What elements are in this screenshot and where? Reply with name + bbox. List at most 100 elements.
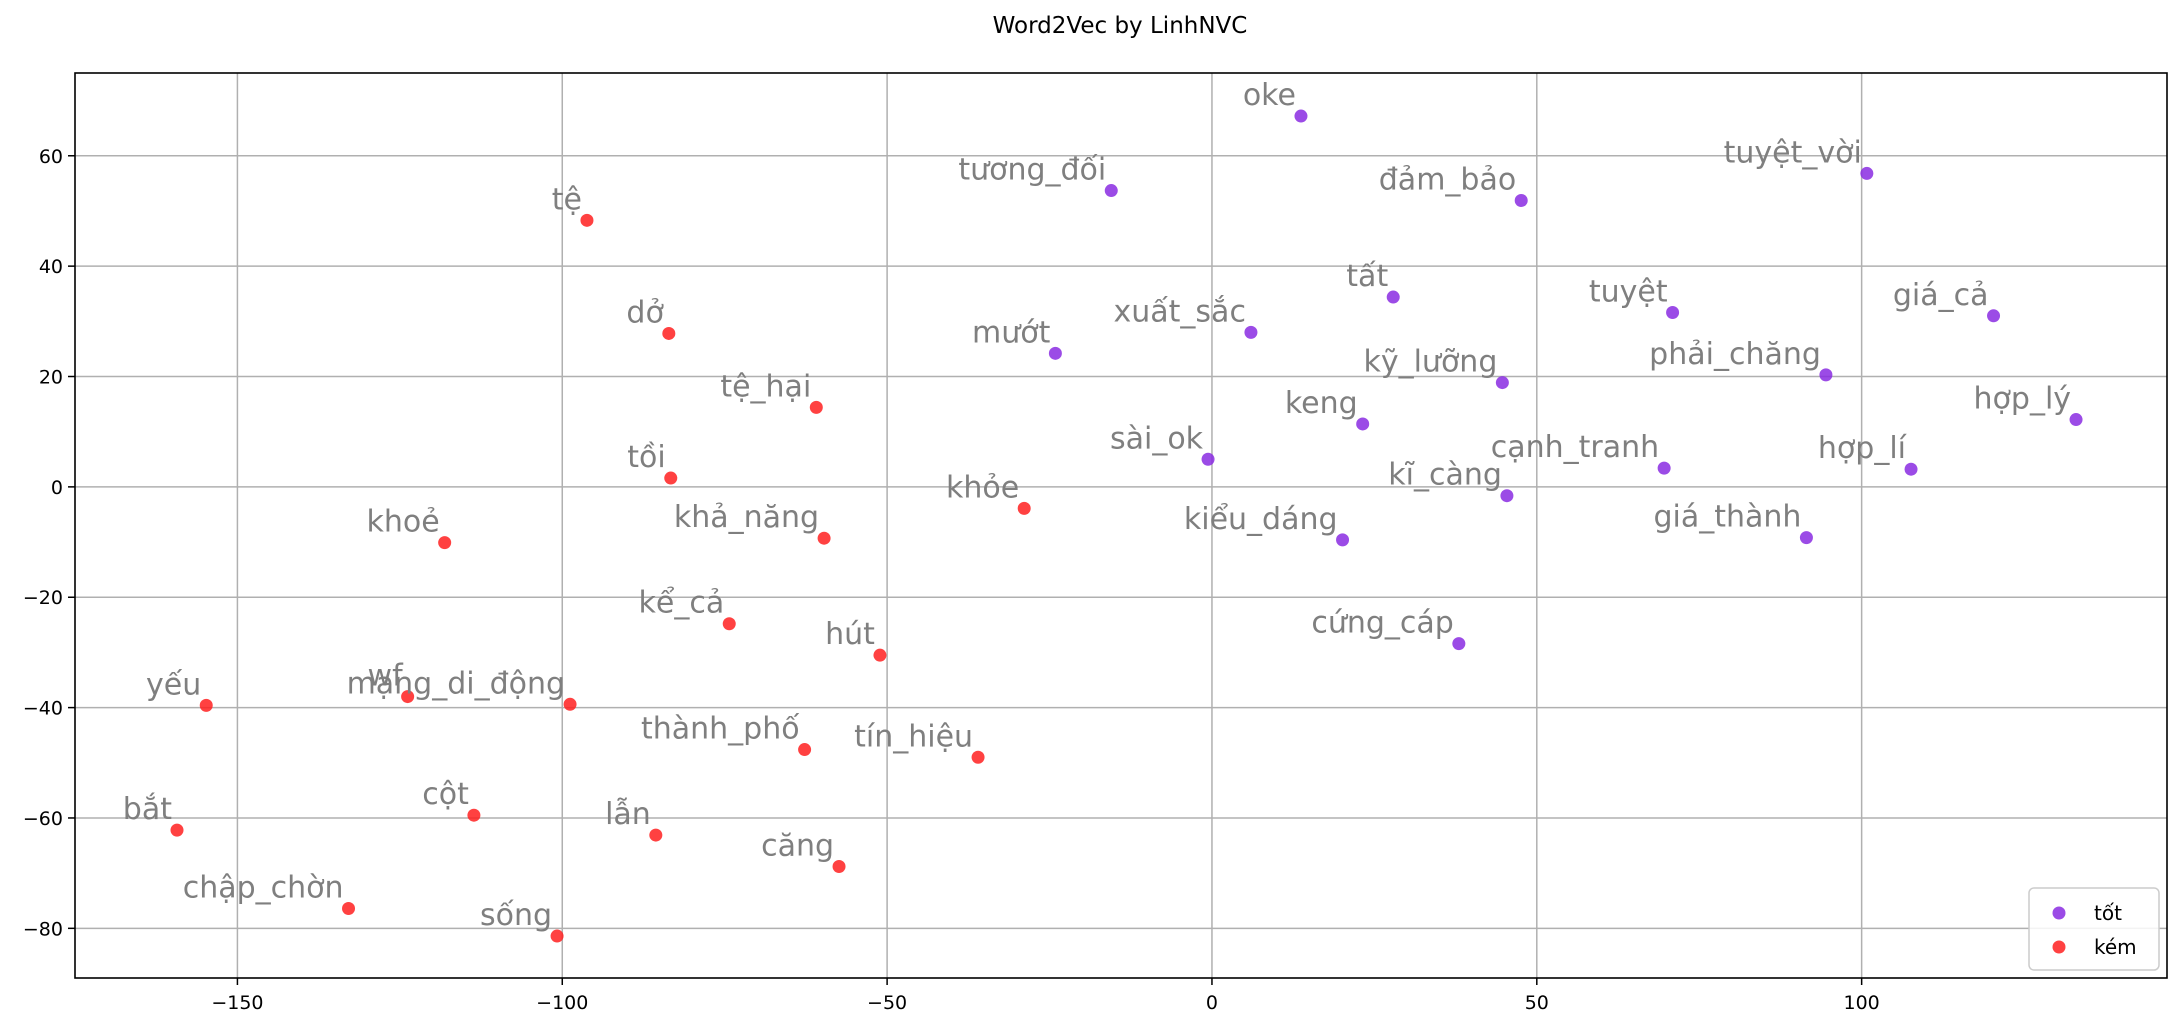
x-tick-label: −150 [211,992,263,1014]
point-label: hút [825,617,875,652]
data-point [1452,637,1466,651]
point-label: hợp_lí [1818,431,1908,466]
data-point [873,648,887,662]
y-tick-label: −60 [23,808,63,830]
data-point [1386,290,1400,304]
y-tick-label: 20 [39,367,63,389]
data-point [1666,305,1680,319]
point-label: khả_năng [674,500,819,535]
point-label: kiểu_dáng [1184,501,1338,537]
point-label: hợp_lý [1974,382,2072,417]
x-tick-label: 50 [1525,992,1549,1014]
data-point [1201,452,1215,466]
point-label: keng [1285,386,1358,421]
data-point [1495,376,1509,390]
data-point [1356,417,1370,431]
point-label: tuyệt_vời [1724,135,1862,170]
y-tick-label: −40 [23,698,63,720]
x-tick-label: 100 [1844,992,1880,1014]
point-label: tương_đối [958,153,1106,188]
data-point [1048,346,1062,360]
point-label: bắt [123,792,172,827]
data-points [170,109,2083,943]
point-label: giá_cả [1893,278,1989,313]
point-label: yếu [146,667,201,702]
point-label: phải_chăng [1649,337,1821,372]
data-point [170,823,184,837]
axes: −150 −100 −50 0 50 100 −80 −60 −40 −20 0 20 40 60 [23,72,2168,1014]
data-point [438,536,452,550]
legend-marker [2052,906,2066,920]
point-label: xuất_sắc [1114,294,1246,329]
data-point [1500,489,1514,503]
point-label: oke [1243,78,1296,113]
legend: tốt kém [2028,887,2160,971]
data-point [1657,461,1671,475]
point-label: kỹ_lưỡng [1363,345,1497,380]
data-point [199,698,213,712]
x-tick-label: 0 [1206,992,1218,1014]
data-point [1336,533,1350,547]
data-point [722,617,736,631]
data-point [1514,193,1528,207]
point-label: chập_chờn [183,870,344,905]
point-label: lẫn [605,797,651,832]
y-tick-label: −80 [23,918,63,940]
data-point [1987,309,2001,323]
point-labels: oke tương_đối đảm_bảo tuyệt_vời tất tuyệt giá_… [123,78,2071,933]
data-point [1904,462,1918,476]
data-point [798,743,812,757]
point-label: mạng_di_động [347,666,566,701]
point-label: căng [761,829,834,864]
data-point [649,828,663,842]
data-point [809,400,823,414]
point-label: cột [422,777,469,812]
chart-title: Word2Vec by LinhNVC [993,13,1248,39]
legend-marker [2052,940,2066,954]
x-tick-label: −100 [536,992,588,1014]
data-point [1294,109,1308,123]
y-tick-label: 40 [39,256,63,278]
x-tick-label: −50 [867,992,907,1014]
point-label: khoẻ [366,505,439,540]
data-point [342,901,356,915]
data-point [1104,184,1118,198]
data-point [1799,531,1813,545]
point-label: giá_thành [1653,500,1801,535]
point-label: cạnh_tranh [1491,430,1659,465]
data-point [1244,325,1258,339]
point-label: thành_phố [641,712,800,747]
data-point [1017,501,1031,515]
data-point [817,531,831,545]
data-point [1860,166,1874,180]
point-label: mướt [972,315,1051,350]
point-label: đảm_bảo [1379,162,1516,197]
point-label: kể_cả [639,585,725,621]
point-label: khỏe [946,470,1019,505]
data-point [662,326,676,340]
y-tick-label: 60 [39,146,63,168]
data-point [563,697,577,711]
point-label: tệ_hại [720,369,811,404]
grid [75,73,2167,978]
point-label: tệ [552,182,582,217]
legend-label: tốt [2094,901,2122,925]
point-label: tín_hiệu [854,719,973,754]
data-point [971,750,985,764]
data-point [401,690,415,704]
point-label: tuyệt [1589,274,1668,309]
point-label: dở [626,295,664,330]
legend-label: kém [2094,935,2137,959]
data-point [467,808,481,822]
data-point [550,929,564,943]
y-tick-label: 0 [51,477,63,499]
plot-frame [74,72,2168,979]
point-label: tồi [627,440,665,475]
point-label: cứng_cáp [1311,606,1454,641]
point-label: sống [480,898,552,933]
data-point [664,471,678,485]
data-point [1819,368,1833,382]
data-point [2069,413,2083,427]
